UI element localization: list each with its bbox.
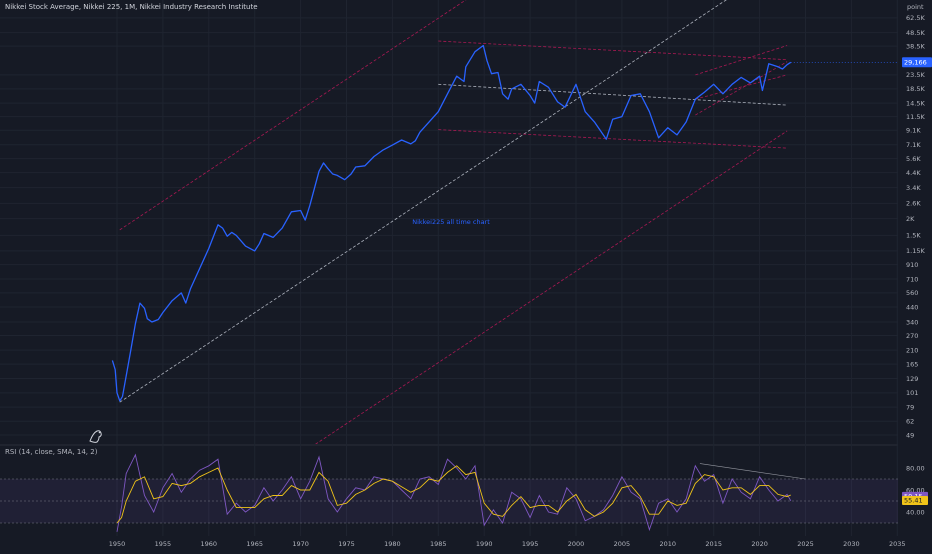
rsi-line xyxy=(116,453,792,532)
y-tick-label: 62 xyxy=(906,418,914,426)
y-tick-label: 4.4K xyxy=(906,169,921,177)
x-tick-label: 2000 xyxy=(568,540,585,548)
chart-annotation-title: Nikkei225 all time chart xyxy=(412,218,490,226)
rsi-sma-line xyxy=(116,465,791,524)
x-tick-label: 1980 xyxy=(384,540,401,548)
x-tick-label: 1975 xyxy=(338,540,355,548)
tradingview-logo-icon xyxy=(89,430,102,443)
y-tick-label: 23.5K xyxy=(906,71,925,79)
y-tick-label: 270 xyxy=(906,332,918,340)
x-tick-label: 2030 xyxy=(843,540,860,548)
y-tick-label: 165 xyxy=(906,360,918,368)
x-tick-label: 2025 xyxy=(797,540,814,548)
x-tick-label: 1960 xyxy=(201,540,218,548)
x-tick-label: 1990 xyxy=(476,540,493,548)
trendline-7 xyxy=(695,45,788,76)
y-tick-label: 7.1K xyxy=(906,141,921,149)
y-tick-label: 38.5K xyxy=(906,42,925,50)
trendline-8 xyxy=(695,61,788,116)
rsi-sma-badge xyxy=(902,496,928,506)
trendline-1 xyxy=(315,130,788,444)
x-tick-label: 1950 xyxy=(109,540,126,548)
y-tick-label: 1.5K xyxy=(906,232,921,240)
rsi-tick-label: 60.00 xyxy=(906,486,925,494)
y-tick-label: 340 xyxy=(906,318,918,326)
trendline-5 xyxy=(438,83,788,106)
y-tick-label: 62.5K xyxy=(906,14,925,22)
y-tick-label: 9.1K xyxy=(906,127,921,135)
x-tick-label: 1995 xyxy=(522,540,539,548)
x-tick-label: 2005 xyxy=(614,540,631,548)
trendline-9 xyxy=(695,74,788,100)
price-unit-label: point xyxy=(907,3,924,11)
y-tick-label: 210 xyxy=(906,346,918,354)
y-tick-label: 14.5K xyxy=(906,99,925,107)
current-price-badge xyxy=(902,57,932,68)
y-tick-label: 18.5K xyxy=(906,85,925,93)
y-tick-label: 79 xyxy=(906,403,914,411)
x-tick-label: 1985 xyxy=(430,540,447,548)
current-price-label: 29,166 xyxy=(904,59,927,67)
rsi-sma-label: 55.41 xyxy=(904,497,923,505)
x-tick-label: 1965 xyxy=(246,540,263,548)
trendline-2 xyxy=(119,0,467,231)
y-tick-label: 910 xyxy=(906,261,918,269)
y-tick-label: 129 xyxy=(906,375,918,383)
y-tick-label: 440 xyxy=(906,303,918,311)
x-tick-label: 2010 xyxy=(660,540,677,548)
y-tick-label: 49 xyxy=(906,431,914,439)
axis-layer: 1950 1955 1960 1965 1970 1975 1980 1985 1990 1995… xyxy=(109,14,932,548)
x-tick-label: 2015 xyxy=(705,540,722,548)
trendline-layer xyxy=(119,0,788,444)
y-tick-label: 3.4K xyxy=(906,184,921,192)
y-tick-label: 1.15K xyxy=(906,247,925,255)
y-tick-label: 2.6K xyxy=(906,200,921,208)
y-tick-label: 101 xyxy=(906,389,918,397)
y-tick-label: 11.5K xyxy=(906,113,925,121)
y-tick-label: 2K xyxy=(906,215,915,223)
x-tick-label: 1970 xyxy=(292,540,309,548)
trendline-4 xyxy=(438,40,788,61)
grid-layer xyxy=(0,0,898,536)
price-line xyxy=(111,44,792,402)
rsi-tick-label: 40.00 xyxy=(906,508,925,516)
y-tick-label: 560 xyxy=(906,289,918,297)
rsi-trendline xyxy=(699,463,806,480)
y-tick-label: 5.6K xyxy=(906,155,921,163)
rsi-pane xyxy=(0,453,898,532)
trendline-6 xyxy=(438,129,788,149)
x-tick-label: 2020 xyxy=(751,540,768,548)
y-tick-label: 48.5K xyxy=(906,29,925,37)
trendline-3 xyxy=(119,0,727,403)
price-series-layer xyxy=(111,44,792,402)
rsi-tick-label: 80.00 xyxy=(906,464,925,472)
x-tick-label: 2035 xyxy=(889,540,906,548)
rsi-indicator-label: RSI (14, close, SMA, 14, 2) xyxy=(5,448,98,456)
chart-header-title: Nikkei Stock Average, Nikkei 225, 1M, Ni… xyxy=(5,3,258,11)
x-tick-label: 1955 xyxy=(155,540,172,548)
y-tick-label: 710 xyxy=(906,275,918,283)
